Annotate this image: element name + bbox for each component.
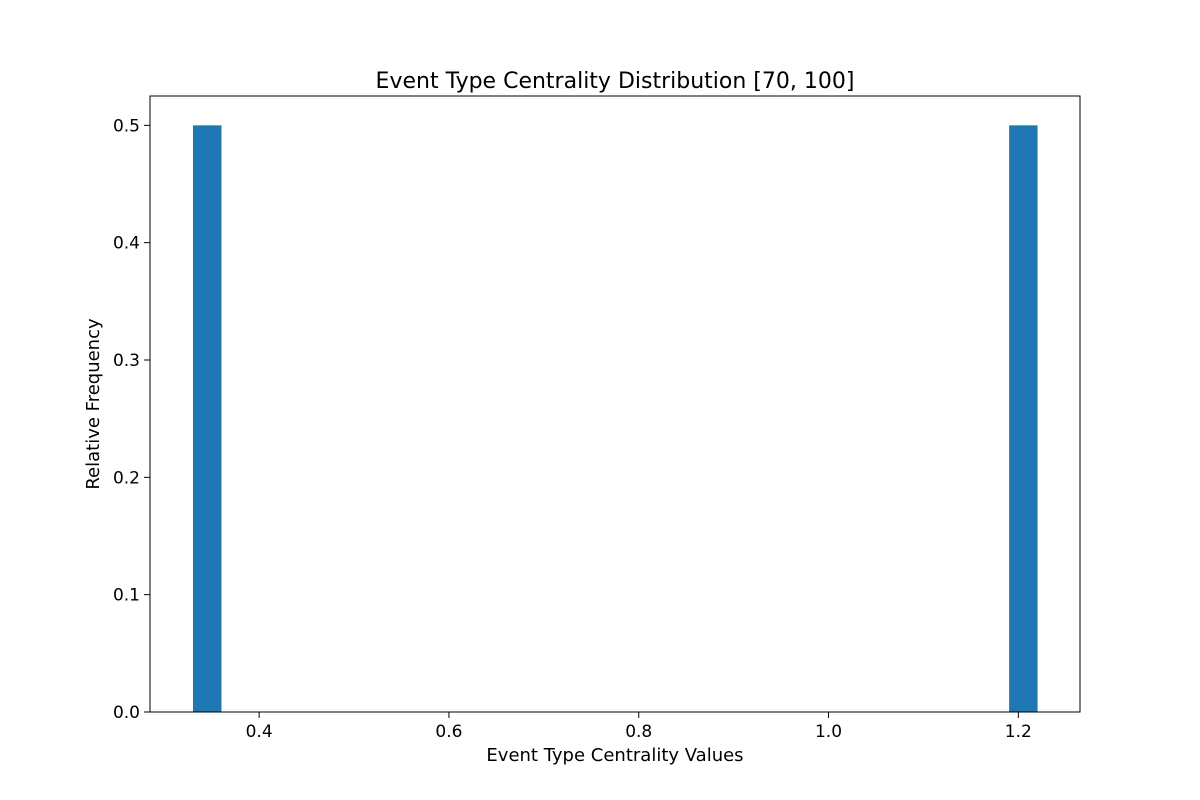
ticks-layer: 0.4 0.6 0.8 1.0 1.2 0.0 0.1 0.2 0.3 0.4 0.5 <box>113 116 1032 742</box>
y-tick-label: 0.4 <box>113 234 140 254</box>
y-tick-label: 0.1 <box>113 586 140 606</box>
x-tick-label: 0.8 <box>625 722 652 742</box>
y-axis-label: Relative Frequency <box>83 318 104 490</box>
chart-title: Event Type Centrality Distribution [70, … <box>376 69 855 94</box>
x-tick-label: 1.2 <box>1005 722 1032 742</box>
y-tick-label: 0.5 <box>113 116 140 136</box>
y-tick-label: 0.3 <box>113 351 140 371</box>
x-tick-label: 1.0 <box>815 722 842 742</box>
bar-0-0 <box>192 125 222 713</box>
plot-area-frame <box>149 95 1081 713</box>
bars-layer <box>192 125 1038 713</box>
x-axis-label: Event Type Centrality Values <box>486 745 743 766</box>
bar-0-1 <box>1009 125 1038 713</box>
x-tick-label: 0.4 <box>246 722 273 742</box>
x-tick-label: 0.6 <box>435 722 462 742</box>
y-tick-label: 0.0 <box>113 703 140 723</box>
y-tick-label: 0.2 <box>113 468 140 488</box>
